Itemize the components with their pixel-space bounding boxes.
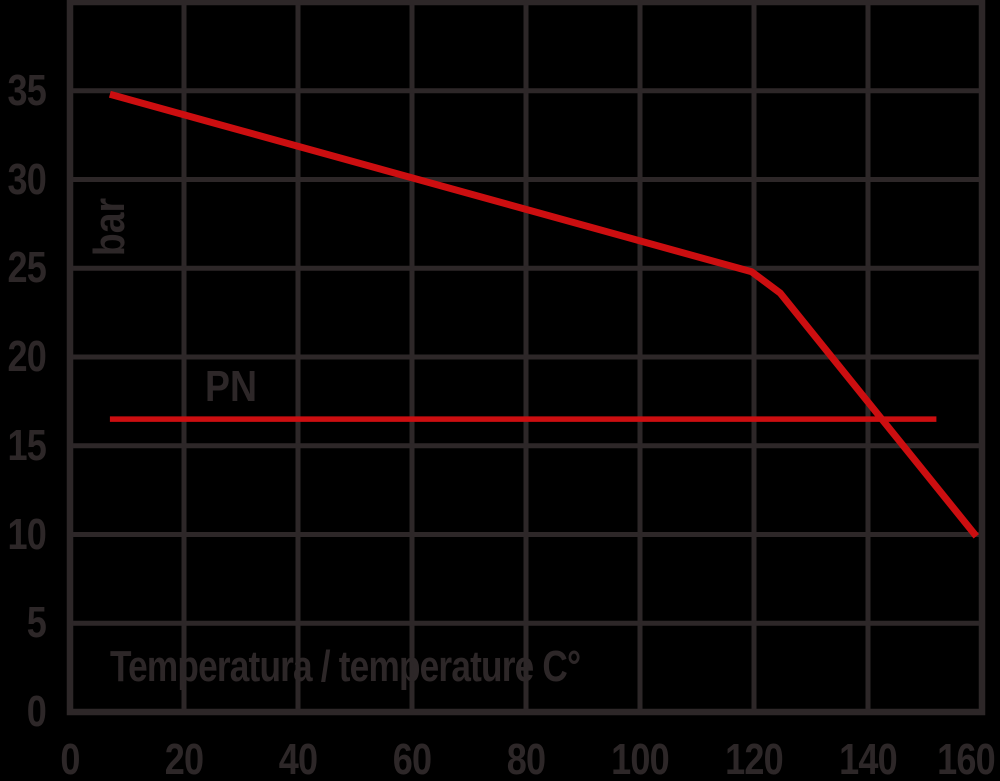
y-axis-unit-label: bar — [85, 197, 134, 257]
y-tick-label-25: 25 — [7, 243, 47, 293]
x-tick-label-60: 60 — [392, 735, 432, 781]
x-tick-label-120: 120 — [725, 735, 784, 781]
x-tick-label-40: 40 — [278, 735, 318, 781]
y-tick-label-30: 30 — [7, 154, 47, 204]
y-tick-label-0: 0 — [26, 687, 47, 736]
pn-line-label: PN — [205, 362, 257, 411]
y-tick-label-35: 35 — [7, 65, 47, 115]
y-tick-label-10: 10 — [7, 509, 47, 559]
x-tick-label-20: 20 — [164, 735, 204, 781]
y-tick-label-15: 15 — [7, 420, 47, 470]
x-tick-label-0: 0 — [60, 735, 80, 781]
plot-border — [66, 0, 986, 716]
x-axis-title: Temperatura / temperature C° — [110, 642, 581, 691]
pressure-temperature-limit-curve — [108, 90, 980, 539]
x-tick-label-80: 80 — [506, 735, 546, 781]
x-tick-label-140: 140 — [839, 735, 898, 781]
y-tick-label-20: 20 — [7, 332, 47, 381]
x-tick-label-160: 160 — [937, 735, 996, 781]
x-tick-label-100: 100 — [611, 735, 670, 781]
y-tick-label-5: 5 — [26, 598, 47, 648]
